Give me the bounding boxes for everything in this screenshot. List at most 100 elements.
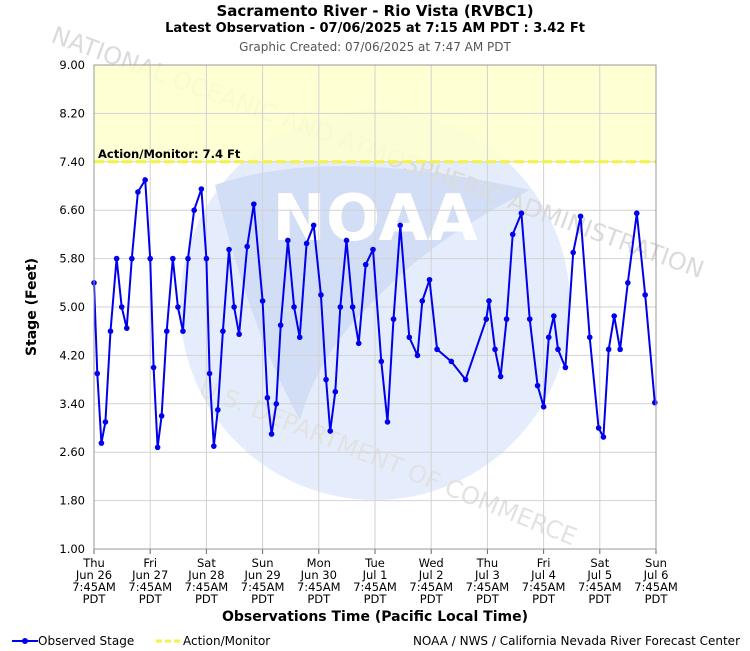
observed-point: [343, 237, 350, 244]
x-tick-date: Jul 1: [362, 568, 388, 582]
x-tick-tz: PDT: [195, 592, 219, 606]
x-tick-time: 7:45AM: [185, 580, 229, 594]
x-tick-day: Sun: [252, 556, 274, 570]
x-tick-date: Jul 2: [418, 568, 444, 582]
observed-point: [251, 201, 257, 207]
observed-point: [652, 399, 658, 406]
observed-point: [434, 346, 440, 353]
observed-point: [486, 298, 492, 304]
legend-observed-swatch: [12, 634, 38, 651]
observed-point: [545, 334, 552, 341]
observed-point: [198, 186, 205, 192]
x-tick-time: 7:45AM: [634, 580, 678, 594]
x-tick-day: Fri: [143, 556, 157, 570]
observed-point: [448, 358, 455, 365]
observed-point: [390, 316, 397, 322]
x-tick-date: Jun 26: [75, 568, 112, 582]
x-tick-time: 7:45AM: [353, 580, 397, 594]
x-tick-time: 7:45AM: [297, 580, 341, 594]
observed-point: [355, 340, 362, 347]
y-tick-label: 4.20: [59, 348, 85, 362]
x-tick-time: 7:45AM: [409, 580, 453, 594]
observed-point: [611, 313, 618, 319]
observed-point: [170, 255, 176, 262]
observed-point: [551, 313, 557, 319]
y-tick-label: 2.60: [59, 445, 85, 459]
observed-point: [642, 292, 648, 298]
observed-point: [483, 316, 490, 322]
legend-observed-label: Observed Stage: [38, 634, 135, 648]
observed-point: [362, 261, 369, 268]
observed-point: [191, 207, 197, 213]
observed-point: [570, 249, 576, 256]
observed-point: [129, 255, 135, 262]
observed-point: [291, 304, 297, 310]
legend-action-label: Action/Monitor: [183, 634, 271, 648]
observed-point: [244, 243, 250, 250]
observed-stage-series: [91, 177, 658, 451]
legend-action-swatch: [156, 634, 182, 651]
observed-point: [226, 246, 232, 253]
x-tick-time: 7:45AM: [522, 580, 566, 594]
observed-point: [310, 222, 317, 229]
observed-point: [259, 298, 266, 304]
x-tick-day: Fri: [537, 556, 551, 570]
observed-point: [118, 304, 125, 310]
observed-point: [462, 376, 469, 383]
x-tick-tz: PDT: [532, 592, 556, 606]
graphic-created: Graphic Created: 07/06/2025 at 7:47 AM P…: [239, 40, 511, 54]
observed-point: [303, 240, 310, 247]
x-tick-tz: PDT: [307, 592, 331, 606]
x-tick-date: Jul 3: [474, 568, 500, 582]
observed-point: [220, 328, 226, 335]
credit-text: NOAA / NWS / California Nevada River For…: [412, 634, 740, 648]
observed-point: [414, 352, 421, 359]
observed-point: [147, 255, 153, 262]
observed-point: [577, 213, 584, 220]
observed-point: [406, 334, 413, 341]
legend: Observed Stage Action/Monitor NOAA / NWS…: [0, 634, 750, 650]
observed-point: [426, 276, 433, 283]
x-tick-day: Sat: [197, 556, 216, 570]
observed-point: [231, 304, 237, 310]
observed-point: [318, 292, 324, 298]
action-threshold-label: Action/Monitor: 7.4 Ft: [98, 147, 241, 161]
observed-point: [555, 346, 561, 353]
observed-point: [509, 231, 516, 238]
observed-point: [158, 413, 165, 419]
observed-point: [370, 246, 376, 253]
observed-point: [518, 210, 525, 217]
observed-point: [605, 346, 612, 353]
observed-point: [285, 237, 291, 244]
observed-point: [540, 404, 547, 410]
observed-point: [123, 325, 130, 331]
x-tick-date: Jun 30: [300, 568, 337, 582]
x-tick-time: 7:45AM: [241, 580, 285, 594]
observed-point: [595, 425, 602, 431]
x-tick-tz: PDT: [420, 592, 444, 606]
y-tick-label: 5.00: [59, 300, 85, 314]
latest-observation: Latest Observation - 07/06/2025 at 7:15 …: [165, 21, 585, 36]
x-tick-tz: PDT: [83, 592, 107, 606]
x-tick-day: Sat: [590, 556, 609, 570]
observed-point: [98, 440, 105, 446]
observed-point: [327, 428, 334, 434]
observed-point: [337, 304, 344, 310]
y-axis-label: Stage (Feet): [24, 258, 40, 356]
observed-point: [526, 316, 533, 322]
observed-point: [397, 222, 404, 229]
x-tick-date: Jun 28: [187, 568, 224, 582]
x-tick-tz: PDT: [645, 592, 669, 606]
observed-point: [175, 304, 181, 310]
observed-point: [135, 189, 141, 195]
observed-point: [534, 382, 541, 389]
observed-point: [203, 255, 210, 262]
observed-point: [277, 322, 284, 328]
observed-point: [625, 280, 631, 286]
observed-point: [206, 370, 213, 377]
observed-point: [384, 419, 391, 425]
observed-point: [617, 346, 623, 353]
observed-point: [211, 443, 217, 449]
